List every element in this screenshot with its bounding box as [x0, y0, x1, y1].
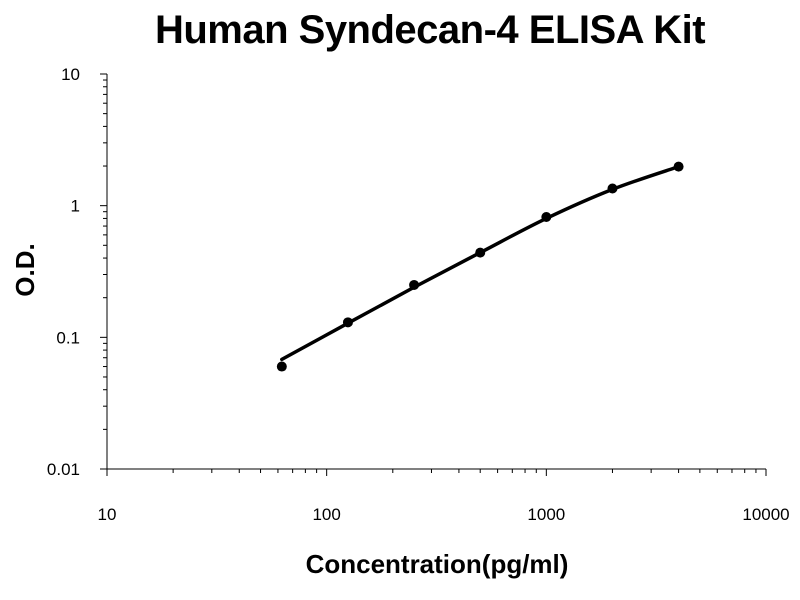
y-tick-label: 1: [71, 197, 80, 216]
y-axis-title: O.D.: [10, 243, 40, 296]
axes: [106, 74, 766, 470]
x-tick-label: 10000: [742, 505, 789, 524]
data-points-group: [276, 161, 684, 372]
ticks: [100, 73, 767, 476]
fit-curve-group: [280, 164, 681, 362]
x-tick-label: 1000: [527, 505, 565, 524]
chart-title: Human Syndecan-4 ELISA Kit: [154, 8, 706, 52]
tick-labels: 0.01 0.1 1 10 10 100 1000 10000: [47, 65, 790, 524]
data-point: [409, 279, 420, 290]
data-point: [607, 183, 618, 194]
data-point: [276, 361, 287, 372]
y-tick-label: 0.01: [47, 460, 80, 479]
fit-curve: [280, 164, 681, 362]
x-tick-label: 10: [98, 505, 117, 524]
y-tick-label: 0.1: [56, 328, 80, 347]
data-point: [673, 161, 684, 172]
data-point: [475, 247, 486, 258]
y-tick-label: 10: [61, 65, 80, 84]
data-point: [541, 212, 552, 223]
x-axis-title: Concentration(pg/ml): [306, 549, 569, 579]
x-tick-label: 100: [312, 505, 340, 524]
data-point: [342, 317, 353, 328]
